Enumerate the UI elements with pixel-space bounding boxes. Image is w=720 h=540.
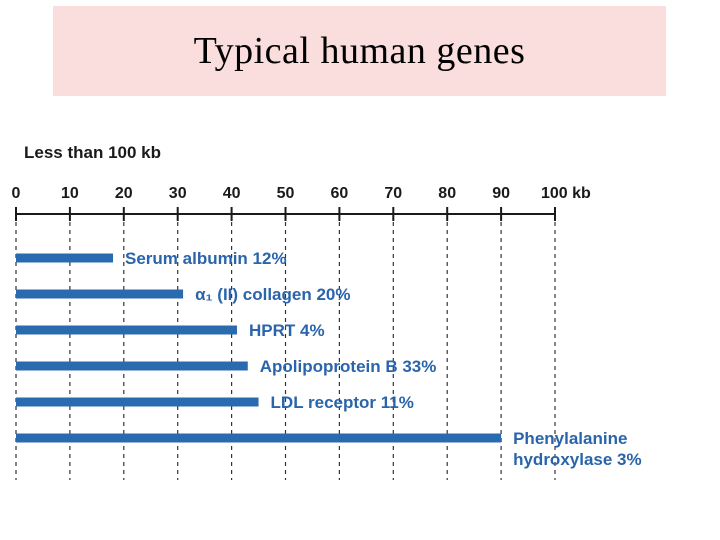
bar-label: HPRT 4% <box>249 321 325 340</box>
bar-label: Serum albumin 12% <box>125 249 287 268</box>
x-tick-label: 80 <box>438 185 456 202</box>
x-tick-label: 30 <box>169 185 187 202</box>
x-tick-label: 20 <box>115 185 133 202</box>
chart-heading: Less than 100 kb <box>24 143 161 162</box>
bar <box>16 361 248 371</box>
x-tick-label: 50 <box>277 185 295 202</box>
bars <box>16 253 502 443</box>
x-tick-label: 10 <box>61 185 79 202</box>
title-box: Typical human genes <box>53 6 666 96</box>
bar-labels: Serum albumin 12% α₁ (II) collagen 20% HPR… <box>125 249 642 469</box>
slide-title: Typical human genes <box>193 30 526 72</box>
bar-label: Apolipoprotein B 33% <box>260 357 437 376</box>
bar-label: α₁ (II) collagen 20% <box>195 285 350 304</box>
x-tick-label: 0 <box>12 185 21 202</box>
bar-label: LDL receptor 11% <box>271 393 414 412</box>
bar <box>16 253 114 263</box>
bar <box>16 433 502 443</box>
bar <box>16 397 259 407</box>
bar <box>16 289 184 299</box>
x-tick-label: 100 kb <box>541 185 591 202</box>
x-tick-label: 70 <box>384 185 402 202</box>
x-tick-label: 40 <box>223 185 241 202</box>
x-tick-label: 60 <box>331 185 349 202</box>
bar-label: hydroxylase 3% <box>513 450 642 469</box>
bar <box>16 325 237 335</box>
x-axis-ticks: 0 10 20 30 40 50 60 70 80 90 100 kb <box>12 185 591 221</box>
x-tick-label: 90 <box>492 185 510 202</box>
grid-lines <box>15 222 556 480</box>
bar-label: Phenylalanine <box>513 429 627 448</box>
